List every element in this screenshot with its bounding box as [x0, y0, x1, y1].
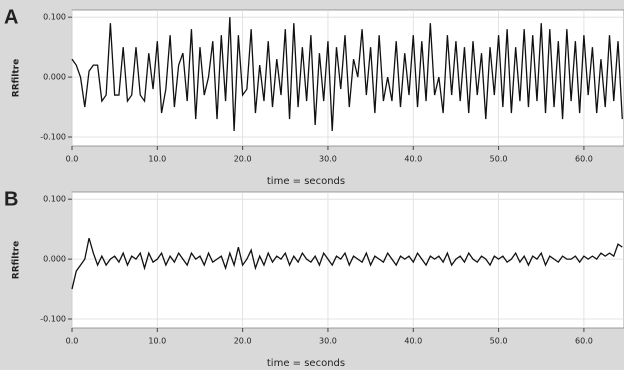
- y-tick-label: 0.000: [43, 73, 66, 82]
- y-tick-label: 0.000: [43, 255, 66, 264]
- y-tick-label: -0.100: [40, 315, 66, 324]
- x-tick-label: 10.0: [148, 337, 166, 346]
- y-axis-label: RRfiltre: [12, 241, 22, 279]
- y-tick-label: 0.100: [43, 195, 66, 204]
- x-tick-label: 40.0: [404, 337, 422, 346]
- x-tick-label: 30.0: [319, 337, 337, 346]
- x-tick-label: 50.0: [490, 155, 508, 164]
- x-tick-label: 60.0: [575, 155, 593, 164]
- x-tick-label: 40.0: [404, 155, 422, 164]
- x-axis-label: time = seconds: [267, 358, 345, 369]
- x-tick-label: 0.0: [66, 155, 79, 164]
- x-axis-label: time = seconds: [267, 176, 345, 187]
- x-tick-label: 60.0: [575, 337, 593, 346]
- panel-label: A: [4, 6, 18, 28]
- x-tick-label: 20.0: [234, 155, 252, 164]
- y-tick-label: 0.100: [43, 13, 66, 22]
- y-tick-label: -0.100: [40, 133, 66, 142]
- x-tick-label: 30.0: [319, 155, 337, 164]
- x-tick-label: 20.0: [234, 337, 252, 346]
- x-tick-label: 0.0: [66, 337, 79, 346]
- data-line: [71, 17, 623, 132]
- y-axis-label: RRfiltre: [12, 59, 22, 97]
- data-line: [71, 237, 623, 290]
- x-tick-label: 50.0: [490, 337, 508, 346]
- panel-label: B: [4, 188, 18, 210]
- x-tick-label: 10.0: [148, 155, 166, 164]
